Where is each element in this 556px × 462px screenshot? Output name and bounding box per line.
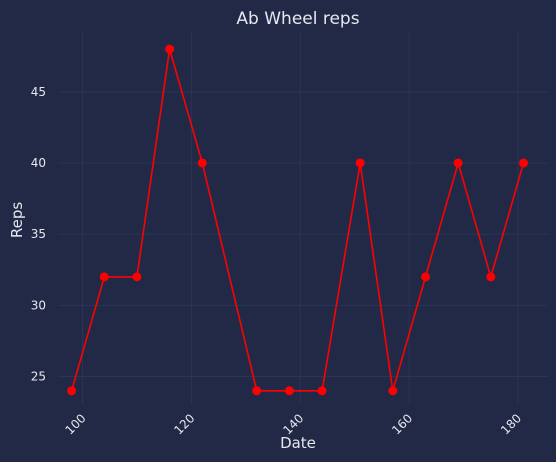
data-point-0 — [67, 386, 77, 396]
series-line-0 — [70, 48, 525, 392]
data-point-6 — [284, 386, 294, 396]
grid — [58, 32, 548, 405]
y-tick-label-3: 40 — [31, 156, 46, 170]
data-point-9 — [388, 386, 398, 396]
data-point-1 — [99, 272, 109, 282]
data-point-4 — [197, 158, 207, 168]
y-tick-label-0: 25 — [31, 370, 46, 384]
data-point-5 — [252, 386, 262, 396]
x-tick-label-3: 160 — [389, 411, 415, 437]
y-tick-label-2: 35 — [31, 227, 46, 241]
data-point-7 — [317, 386, 327, 396]
data-point-10 — [421, 272, 430, 282]
series-layer — [67, 44, 528, 396]
chart-title: Ab Wheel reps — [236, 9, 359, 29]
y-tick-label-4: 45 — [31, 85, 46, 99]
x-tick-label-1: 120 — [171, 411, 197, 437]
y-axis-title: Reps — [8, 202, 26, 238]
data-point-12 — [486, 272, 496, 282]
x-tick-label-4: 180 — [498, 411, 524, 437]
data-point-11 — [453, 158, 463, 168]
y-axis-ticks: 25 30 35 40 45 — [31, 85, 46, 384]
data-point-13 — [519, 158, 528, 168]
y-tick-label-1: 30 — [31, 298, 46, 312]
data-point-3 — [165, 44, 175, 54]
data-point-2 — [132, 272, 142, 282]
data-point-8 — [355, 158, 365, 168]
x-axis-title: Date — [280, 434, 316, 452]
x-tick-label-0: 100 — [63, 411, 89, 437]
